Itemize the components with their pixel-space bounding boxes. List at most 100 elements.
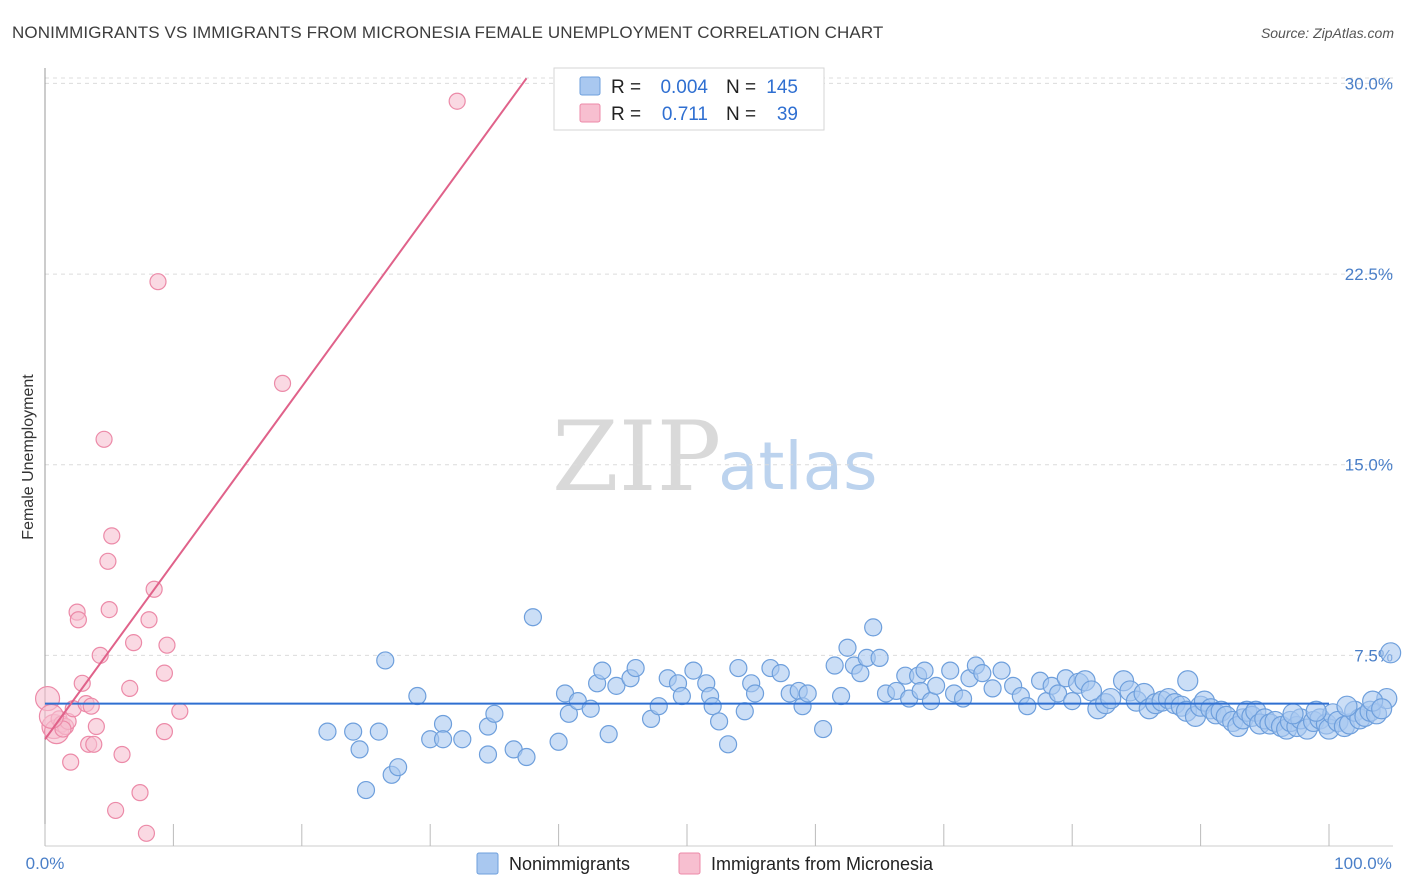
stats-legend-r-label-0: R = <box>611 77 641 98</box>
nonimmigrants-point <box>1380 642 1402 664</box>
grid-lines <box>45 77 1393 656</box>
immigrants-micronesia-point <box>95 430 113 448</box>
x-axis-ticks <box>44 824 1330 846</box>
stats-legend-n-label-0: N = <box>726 77 756 98</box>
nonimmigrants-point <box>1371 698 1393 720</box>
nonimmigrants-point <box>344 722 363 741</box>
nonimmigrants-point <box>1063 692 1082 711</box>
series-legend: Nonimmigrants Immigrants from Micronesia <box>476 852 934 875</box>
nonimmigrants-point <box>1018 697 1037 716</box>
nonimmigrants-point <box>709 712 729 731</box>
immigrants-micronesia-point <box>99 552 117 570</box>
watermark: ZIP atlas <box>552 401 878 513</box>
stats-legend-swatch-immigrants <box>579 103 601 123</box>
nonimmigrants-point <box>559 704 578 723</box>
stats-legend-swatch-nonimmigrants <box>579 76 601 96</box>
nonimmigrants-point <box>729 658 748 678</box>
nonimmigrants-point <box>549 732 568 751</box>
immigrants-micronesia-point <box>137 824 156 842</box>
nonimmigrants-point <box>798 684 817 703</box>
nonimmigrants-point <box>851 664 870 683</box>
nonimmigrants-point <box>1305 700 1327 722</box>
nonimmigrants-point <box>831 686 851 706</box>
nonimmigrants-point <box>915 661 934 680</box>
nonimmigrants-point <box>593 661 612 680</box>
immigrants-micronesia-point <box>273 374 292 392</box>
y-axis-label: Female Unemployment <box>20 374 37 540</box>
immigrants-micronesia-point <box>140 611 158 629</box>
chart-title: NONIMMIGRANTS VS IMMIGRANTS FROM MICRONE… <box>12 23 884 42</box>
nonimmigrants-point <box>745 684 765 703</box>
nonimmigrants-point <box>973 664 992 683</box>
immigrants-micronesia-point <box>448 92 466 110</box>
immigrants-micronesia-point <box>124 634 143 652</box>
nonimmigrants-point <box>814 719 833 739</box>
trend-lines <box>44 77 1329 740</box>
y-tick-label: 30.0% <box>1345 74 1393 93</box>
stats-legend-n-label-1: N = <box>726 104 756 125</box>
nonimmigrants-point <box>1336 695 1358 717</box>
immigrants-micronesia-point <box>149 273 167 291</box>
x-tick-label-max: 100.0% <box>1334 854 1392 873</box>
nonimmigrants-point <box>703 697 722 716</box>
immigrants-micronesia-point <box>155 723 174 741</box>
immigrants-micronesia-point <box>155 664 174 682</box>
nonimmigrants-point <box>926 676 946 695</box>
nonimmigrants-points <box>318 608 1402 800</box>
nonimmigrants-point <box>870 648 889 667</box>
immigrants-micronesia-points <box>34 92 466 842</box>
stats-legend-r-value-1: 0.711 <box>662 104 708 125</box>
nonimmigrants-point <box>376 651 395 670</box>
nonimmigrants-point <box>389 758 408 777</box>
stats-legend: R = 0.004 N = 145 R = 0.711 N = 39 <box>553 67 825 131</box>
nonimmigrants-point <box>523 608 543 627</box>
nonimmigrants-point <box>684 661 703 680</box>
source-credit: Source: ZipAtlas.com <box>1260 25 1394 41</box>
y-axis-tick-labels: 7.5%15.0%22.5%30.0% <box>1345 74 1393 665</box>
immigrants-micronesia-point <box>87 717 105 736</box>
nonimmigrants-point <box>350 740 369 759</box>
nonimmigrants-point <box>718 735 738 754</box>
immigrants-micronesia-point <box>82 697 100 715</box>
nonimmigrants-point <box>433 714 453 734</box>
immigrants-micronesia-point <box>103 527 121 545</box>
nonimmigrants-point <box>649 697 668 716</box>
nonimmigrants-point <box>983 679 1002 698</box>
nonimmigrants-point <box>485 704 504 723</box>
stats-legend-r-label-1: R = <box>611 104 641 125</box>
immigrants-micronesia-point <box>107 801 125 820</box>
y-tick-label: 22.5% <box>1345 265 1393 284</box>
nonimmigrants-point <box>453 730 472 749</box>
legend-label-immigrants: Immigrants from Micronesia <box>711 854 934 874</box>
stats-legend-n-value-1: 39 <box>777 104 798 125</box>
legend-swatch-immigrants <box>678 852 701 875</box>
nonimmigrants-point <box>941 661 960 680</box>
nonimmigrants-point <box>771 664 790 683</box>
watermark-zip: ZIP <box>552 401 721 513</box>
immigrants-micronesia-point <box>131 784 149 802</box>
immigrants-micronesia-point <box>100 600 118 619</box>
stats-legend-n-value-0: 145 <box>766 77 798 98</box>
nonimmigrants-point <box>626 658 645 678</box>
legend-label-nonimmigrants: Nonimmigrants <box>509 854 630 874</box>
nonimmigrants-point <box>369 722 388 741</box>
immigrants-micronesia-point <box>158 636 176 654</box>
nonimmigrants-point <box>672 686 691 706</box>
nonimmigrants-point <box>864 618 883 637</box>
nonimmigrants-point <box>607 676 626 695</box>
immigrants-micronesia-point <box>38 703 65 729</box>
nonimmigrants-point <box>1048 684 1068 703</box>
immigrants-micronesia-point <box>113 745 131 764</box>
immigrants-micronesia-point <box>85 735 103 753</box>
nonimmigrants-point <box>1282 703 1304 725</box>
nonimmigrants-point <box>478 745 498 764</box>
nonimmigrants-point <box>517 747 536 767</box>
x-tick-label-min: 0.0% <box>26 854 65 873</box>
nonimmigrants-point <box>318 722 337 741</box>
y-tick-label: 15.0% <box>1345 456 1393 475</box>
stats-legend-r-value-0: 0.004 <box>660 77 708 98</box>
nonimmigrants-point <box>992 661 1011 680</box>
legend-swatch-nonimmigrants <box>476 852 499 875</box>
nonimmigrants-point <box>735 702 754 721</box>
